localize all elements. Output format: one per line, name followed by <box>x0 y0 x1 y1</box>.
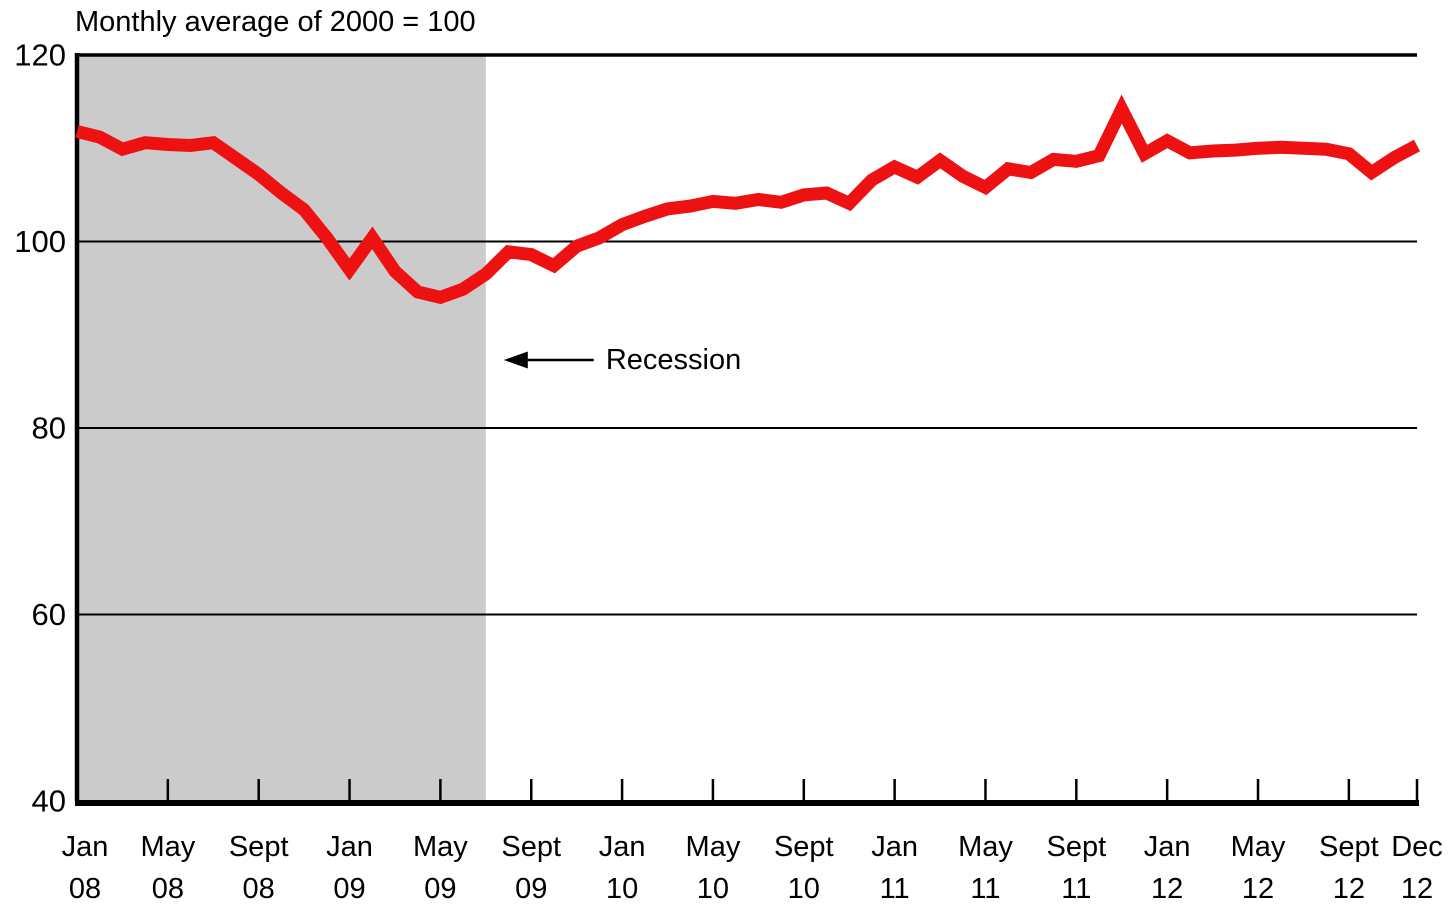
x-axis-label-year: 08 <box>152 873 184 905</box>
x-axis-label-year: 12 <box>1151 873 1183 905</box>
x-axis-label-month: Dec <box>1391 831 1443 863</box>
recession-annotation-label: Recession <box>606 344 741 376</box>
x-axis-label-month: May <box>958 831 1013 863</box>
y-axis-label-40: 40 <box>32 784 66 819</box>
x-axis-label-year: 11 <box>1061 873 1091 905</box>
x-axis-label-year: 11 <box>970 873 1000 905</box>
x-axis-label-month: Sept <box>1319 831 1379 863</box>
x-axis-label-year: 10 <box>606 873 638 905</box>
recession-arrow-head <box>503 351 528 369</box>
x-axis-label-month: Jan <box>871 831 918 863</box>
x-axis-label-year: 09 <box>424 873 456 905</box>
x-axis-label-month: May <box>1231 831 1286 863</box>
x-axis-label-year: 09 <box>333 873 365 905</box>
y-axis-label-60: 60 <box>32 597 66 632</box>
chart-title: Monthly average of 2000 = 100 <box>75 6 476 38</box>
data-line <box>75 94 1421 305</box>
x-axis-label-month: Jan <box>62 831 109 863</box>
x-axis-label-month: Sept <box>1046 831 1106 863</box>
y-axis-label-80: 80 <box>32 411 66 446</box>
x-axis-label-month: May <box>686 831 741 863</box>
y-axis-label-100: 100 <box>14 224 66 259</box>
y-axis-label-120: 120 <box>14 38 66 73</box>
x-axis-label-year: 12 <box>1333 873 1365 905</box>
x-axis-label-month: Jan <box>599 831 646 863</box>
x-axis-label-year: 12 <box>1401 873 1433 905</box>
x-axis-label-year: 10 <box>788 873 820 905</box>
x-axis-label-month: May <box>413 831 468 863</box>
x-axis-label-year: 08 <box>243 873 275 905</box>
x-axis-label-year: 10 <box>697 873 729 905</box>
x-axis-label-month: May <box>140 831 195 863</box>
x-axis-label-year: 08 <box>69 873 101 905</box>
x-axis-label-month: Jan <box>1144 831 1191 863</box>
x-axis-label-month: Sept <box>774 831 834 863</box>
x-axis-label-year: 12 <box>1242 873 1274 905</box>
x-axis-label-month: Sept <box>229 831 289 863</box>
x-axis-label-year: 11 <box>880 873 910 905</box>
x-axis-label-month: Jan <box>326 831 373 863</box>
x-axis-label-year: 09 <box>515 873 547 905</box>
x-axis-label-month: Sept <box>501 831 561 863</box>
